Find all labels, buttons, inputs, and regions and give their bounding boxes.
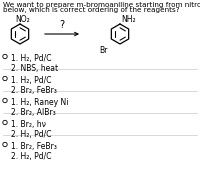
Text: Br: Br [100,46,108,55]
Text: below, which is correct ordering of the reagents?: below, which is correct ordering of the … [3,7,180,13]
Text: 2. H₂, Pd/C: 2. H₂, Pd/C [11,130,52,139]
Text: 1. Br₂, FeBr₃: 1. Br₂, FeBr₃ [11,142,57,151]
Text: 2. Br₂, FeBr₃: 2. Br₂, FeBr₃ [11,86,57,95]
Text: 1. Br₂, hν: 1. Br₂, hν [11,120,46,129]
Text: 2. H₂, Pd/C: 2. H₂, Pd/C [11,152,52,161]
Text: NH₂: NH₂ [121,15,136,23]
Text: NO₂: NO₂ [15,15,30,23]
Text: 1. H₂, Raney Ni: 1. H₂, Raney Ni [11,98,68,107]
Text: We want to prepare m-bromoaniline starting from nitrobenzene.  Of the choices: We want to prepare m-bromoaniline starti… [3,2,200,8]
Text: 1. H₂, Pd/C: 1. H₂, Pd/C [11,76,52,85]
Text: ?: ? [59,20,65,30]
Text: 2. Br₂, AlBr₃: 2. Br₂, AlBr₃ [11,108,56,117]
Text: 2. NBS, heat: 2. NBS, heat [11,64,58,73]
Text: 1. H₂, Pd/C: 1. H₂, Pd/C [11,54,52,63]
